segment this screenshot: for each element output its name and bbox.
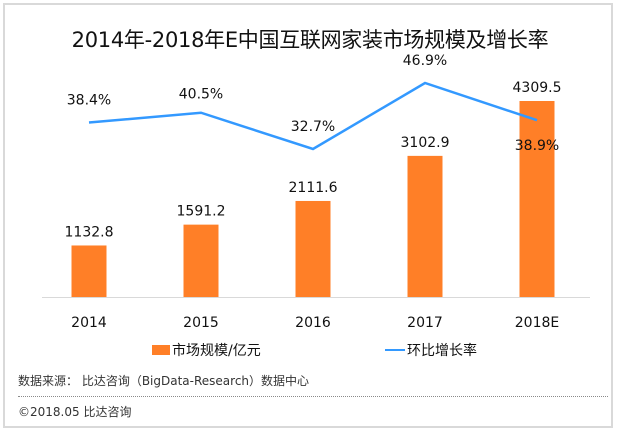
bar-data-labels: 1132.8 1591.2 2111.6 3102.9 4309.5 xyxy=(65,80,562,240)
x-tick-2016: 2016 xyxy=(295,315,331,331)
legend-bar-swatch-icon xyxy=(152,345,170,355)
line-label-2016: 32.7% xyxy=(291,119,335,135)
line-label-2018E: 38.9% xyxy=(515,138,559,154)
bar-label-2016: 2111.6 xyxy=(289,180,338,196)
bar-2014 xyxy=(71,245,107,297)
x-tick-2015: 2015 xyxy=(183,315,219,331)
bar-2018E xyxy=(519,101,555,297)
line-data-labels: 38.4% 40.5% 32.7% 46.9% 38.9% xyxy=(67,53,559,154)
bar-label-2015: 1591.2 xyxy=(177,204,226,220)
x-tick-labels: 2014 2015 2016 2017 2018E xyxy=(71,315,559,331)
legend: 市场规模/亿元 环比增长率 xyxy=(0,340,620,360)
line-label-2017: 46.9% xyxy=(403,53,447,69)
legend-item-market-size: 市场规模/亿元 xyxy=(152,340,261,360)
footer-divider xyxy=(18,396,608,397)
bar-2015 xyxy=(183,224,219,297)
bar-series xyxy=(71,101,555,297)
x-tick-2014: 2014 xyxy=(71,315,107,331)
legend-label-growth-rate: 环比增长率 xyxy=(407,343,477,359)
line-label-2014: 38.4% xyxy=(67,93,111,109)
bar-label-2018E: 4309.5 xyxy=(513,80,562,96)
line-label-2015: 40.5% xyxy=(179,87,223,103)
bar-label-2014: 1132.8 xyxy=(65,224,114,240)
copyright-note: ©2018.05 比达咨询 xyxy=(18,405,132,419)
bar-2017 xyxy=(407,155,443,297)
x-tick-2017: 2017 xyxy=(407,315,443,331)
bar-label-2017: 3102.9 xyxy=(401,135,450,151)
x-tick-2018E: 2018E xyxy=(515,315,559,331)
legend-line-swatch-icon xyxy=(385,349,405,351)
legend-item-growth-rate: 环比增长率 xyxy=(385,340,477,360)
bar-2016 xyxy=(295,200,331,297)
data-source-note: 数据来源： 比达咨询（BigData-Research）数据中心 xyxy=(18,374,310,388)
growth-rate-line xyxy=(88,81,538,151)
legend-label-market-size: 市场规模/亿元 xyxy=(172,343,261,359)
chart-title: 2014年-2018年E中国互联网家装市场规模及增长率 xyxy=(71,28,549,52)
